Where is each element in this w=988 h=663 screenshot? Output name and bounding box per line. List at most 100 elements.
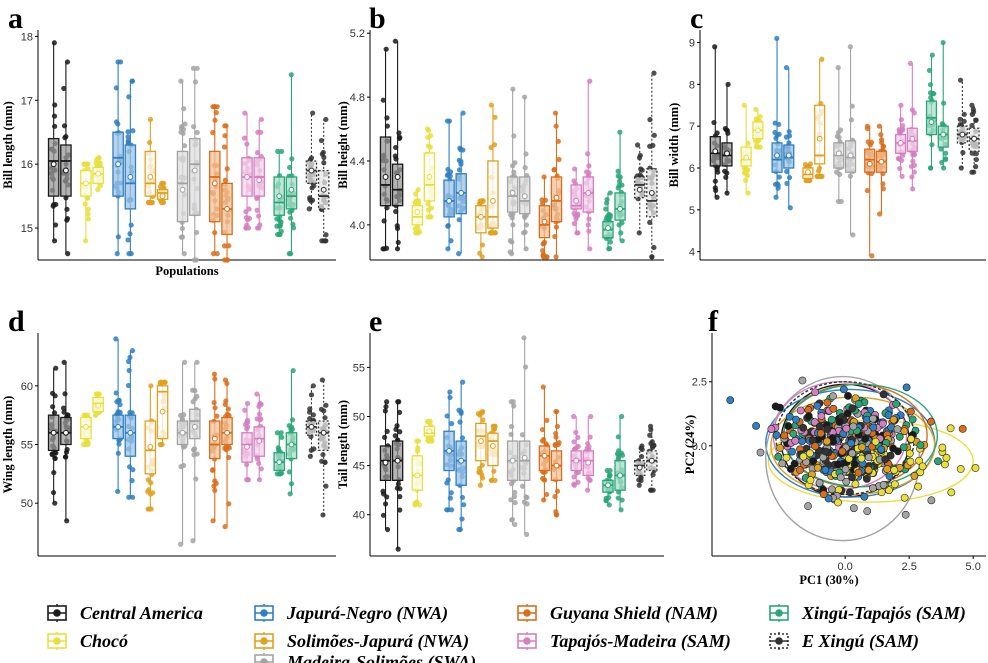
box-guyana-shield-nam- bbox=[538, 174, 551, 260]
data-point bbox=[256, 411, 263, 417]
data-point bbox=[648, 427, 654, 433]
data-point bbox=[880, 144, 886, 150]
box-japur-negro-nwa- bbox=[443, 118, 455, 252]
box-iqr bbox=[379, 136, 392, 207]
legend-item-guyana-shield-nam-: Guyana Shield (NAM) bbox=[517, 603, 718, 624]
box-xing-tapaj-s-sam- bbox=[285, 72, 298, 257]
data-point bbox=[127, 231, 133, 237]
box-madeira-solim-es-swa- bbox=[188, 359, 201, 544]
legend-dot bbox=[260, 658, 268, 663]
mean-marker bbox=[774, 152, 780, 159]
pca-point bbox=[824, 494, 833, 503]
mean-marker bbox=[115, 161, 122, 168]
data-point bbox=[193, 229, 200, 236]
box-e-xing-sam- bbox=[634, 443, 646, 488]
mean-marker bbox=[724, 150, 730, 157]
legend-label: Chocó bbox=[80, 631, 128, 651]
data-point bbox=[221, 243, 228, 249]
y-tick-label: 4.8 bbox=[350, 92, 365, 104]
mean-marker bbox=[521, 454, 528, 461]
legend-label: Xingú-Tapajós (SAM) bbox=[801, 603, 966, 624]
data-point bbox=[147, 139, 153, 146]
mean-marker bbox=[712, 148, 719, 155]
data-point bbox=[510, 399, 516, 405]
box-iqr bbox=[317, 420, 330, 452]
data-point bbox=[444, 413, 450, 419]
mean-marker bbox=[191, 423, 198, 430]
data-point bbox=[415, 230, 421, 236]
box-guyana-shield-nam- bbox=[221, 123, 233, 263]
data-point bbox=[509, 517, 515, 523]
data-point bbox=[254, 391, 260, 397]
pca-point bbox=[776, 444, 784, 452]
y-tick-label: 4 bbox=[689, 247, 695, 259]
mean-marker bbox=[541, 452, 548, 459]
data-point bbox=[459, 516, 465, 522]
data-point bbox=[383, 46, 389, 52]
data-point bbox=[392, 38, 398, 44]
data-point bbox=[126, 94, 132, 100]
pca-point bbox=[895, 432, 904, 441]
data-point bbox=[617, 129, 623, 135]
data-point bbox=[619, 238, 625, 244]
data-point bbox=[287, 209, 293, 215]
box-guyana-shield-nam- bbox=[875, 123, 888, 217]
data-point bbox=[178, 78, 184, 84]
data-point bbox=[51, 470, 57, 476]
data-point bbox=[396, 135, 402, 142]
data-point bbox=[113, 85, 119, 91]
data-point bbox=[258, 129, 264, 135]
data-point bbox=[192, 79, 199, 85]
mean-marker bbox=[426, 174, 433, 180]
data-point bbox=[542, 197, 549, 203]
box-xing-tapaj-s-sam- bbox=[273, 148, 286, 238]
mean-marker bbox=[553, 194, 560, 201]
data-point bbox=[254, 416, 260, 422]
data-point bbox=[927, 165, 934, 171]
data-point bbox=[456, 167, 463, 173]
data-point bbox=[214, 251, 220, 257]
pca-point bbox=[869, 414, 877, 423]
data-point bbox=[181, 462, 187, 469]
pca-point bbox=[885, 486, 893, 495]
pca-point bbox=[854, 400, 863, 408]
data-point bbox=[97, 183, 103, 189]
data-point bbox=[554, 488, 561, 494]
data-point bbox=[258, 466, 264, 472]
pca-point bbox=[890, 480, 899, 489]
data-point bbox=[847, 173, 854, 179]
data-point bbox=[192, 396, 198, 402]
data-point bbox=[585, 222, 591, 228]
data-point bbox=[417, 502, 423, 508]
data-point bbox=[85, 216, 91, 222]
box-tapaj-s-madeira-sam- bbox=[570, 413, 582, 488]
data-point bbox=[226, 412, 232, 419]
data-point bbox=[162, 379, 168, 385]
data-point bbox=[394, 225, 401, 232]
data-point bbox=[256, 213, 262, 219]
pca-point bbox=[842, 424, 851, 433]
box-iqr bbox=[864, 148, 876, 173]
data-point bbox=[193, 476, 199, 482]
data-point bbox=[804, 177, 810, 184]
data-point bbox=[274, 430, 280, 436]
data-point bbox=[52, 123, 58, 129]
data-point bbox=[479, 242, 486, 248]
data-point bbox=[242, 407, 248, 413]
data-point bbox=[753, 106, 759, 113]
data-point bbox=[961, 118, 967, 124]
data-point bbox=[81, 412, 87, 418]
mean-marker bbox=[754, 127, 761, 134]
mean-marker bbox=[159, 408, 166, 415]
box-central-america bbox=[391, 399, 404, 552]
data-point bbox=[604, 196, 610, 203]
data-point bbox=[540, 384, 546, 390]
pca-point bbox=[877, 445, 886, 454]
data-point bbox=[571, 178, 577, 184]
data-point bbox=[837, 127, 844, 133]
data-point bbox=[221, 144, 228, 150]
data-point bbox=[724, 170, 730, 176]
box-solim-es-japur-nwa- bbox=[802, 161, 814, 184]
box-iqr bbox=[411, 205, 424, 226]
data-point bbox=[129, 348, 136, 354]
